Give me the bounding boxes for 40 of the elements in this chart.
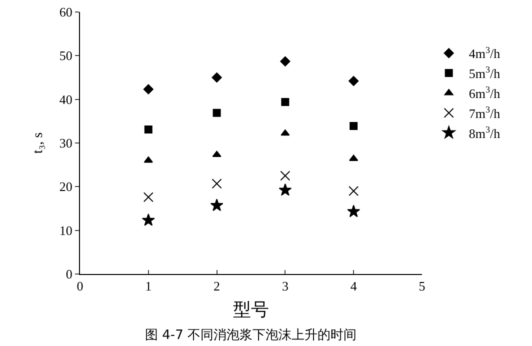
point — [278, 183, 292, 196]
y-tick-label: 10 — [59, 222, 72, 238]
point — [212, 150, 222, 158]
point — [210, 198, 224, 212]
x-tick-label: 0 — [76, 278, 84, 294]
x-tick-label: 5 — [418, 278, 426, 294]
y-tick-label: 50 — [59, 48, 72, 64]
point — [280, 129, 290, 136]
x-tick-label: 2 — [214, 278, 220, 294]
point — [143, 84, 154, 94]
point — [143, 192, 154, 202]
y-tick-label: 40 — [59, 92, 72, 107]
legend-label: 6m$^{3}$/h — [468, 84, 501, 102]
point — [350, 122, 358, 130]
x-tick-label: 3 — [282, 278, 288, 294]
point — [280, 56, 290, 66]
y-tick-label: 0 — [66, 266, 72, 282]
legend-label: 7m$^{3}$/h — [468, 104, 501, 121]
x-tick-label: 1 — [145, 278, 152, 294]
point — [348, 186, 359, 196]
point — [212, 178, 222, 189]
point — [144, 156, 153, 163]
legend-label: 4m$^{3}$/h — [468, 44, 501, 62]
point — [347, 204, 360, 218]
y-tick-label: 20 — [59, 179, 72, 194]
legend-label: 8m$^{3}$/h — [468, 124, 501, 141]
point — [280, 170, 290, 181]
y-tick-label: 60 — [59, 4, 72, 20]
point — [281, 98, 290, 106]
point — [144, 125, 152, 134]
y-axis-title: t₃, s — [31, 132, 46, 154]
caption: 图 4-7 不同消泡浆下泡沫上升的时间 — [145, 328, 356, 343]
point — [142, 213, 155, 226]
point — [212, 72, 222, 83]
legend-label: 5m$^{3}$/h — [468, 64, 501, 82]
x-axis-title: 型号 — [233, 300, 269, 321]
x-tick-label: 4 — [350, 278, 358, 294]
point — [348, 76, 359, 86]
point — [212, 108, 221, 117]
y-tick-label: 30 — [59, 136, 72, 151]
